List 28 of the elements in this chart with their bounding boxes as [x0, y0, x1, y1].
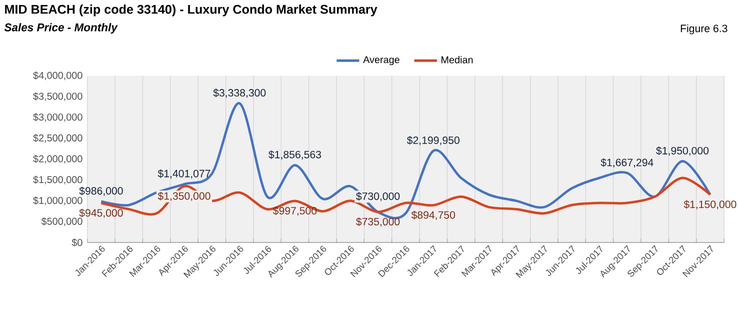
y-tick-label: $1,500,000	[33, 176, 82, 185]
data-label: $2,199,950	[406, 136, 460, 146]
data-label: $1,350,000	[158, 192, 210, 202]
y-tick-label: $0	[72, 238, 82, 247]
data-label: $730,000	[356, 192, 400, 202]
data-label: $1,950,000	[656, 146, 709, 156]
data-label: $945,000	[79, 208, 123, 218]
chart-subtitle: Sales Price - Monthly	[4, 23, 118, 34]
data-label: $997,500	[272, 206, 317, 216]
data-label: $1,150,000	[684, 200, 736, 210]
y-tick-label: $3,500,000	[33, 92, 82, 102]
legend-label: Average	[363, 56, 400, 66]
y-tick-label: $2,500,000	[33, 134, 82, 143]
data-label: $1,856,563	[268, 150, 321, 160]
data-label: $894,750	[411, 210, 456, 220]
data-label: $1,401,077	[158, 170, 210, 179]
y-tick-label: $3,000,000	[33, 113, 82, 122]
y-tick-label: $2,000,000	[33, 155, 82, 164]
caption: Figure 6.3	[680, 24, 728, 34]
y-tick-label: $500,000	[41, 218, 82, 226]
y-tick-label: $4,000,000	[33, 72, 82, 80]
chart-title: MID BEACH (zip code 33140) - Luxury Condo Market Summary	[5, 4, 378, 16]
data-label: $735,000	[356, 218, 400, 227]
data-label: $1,667,294	[600, 158, 654, 168]
y-tick-label: $1,000,000	[33, 196, 82, 206]
legend-label: Median	[442, 56, 473, 64]
data-label: $3,338,300	[213, 88, 266, 98]
data-label: $986,000	[79, 186, 123, 196]
